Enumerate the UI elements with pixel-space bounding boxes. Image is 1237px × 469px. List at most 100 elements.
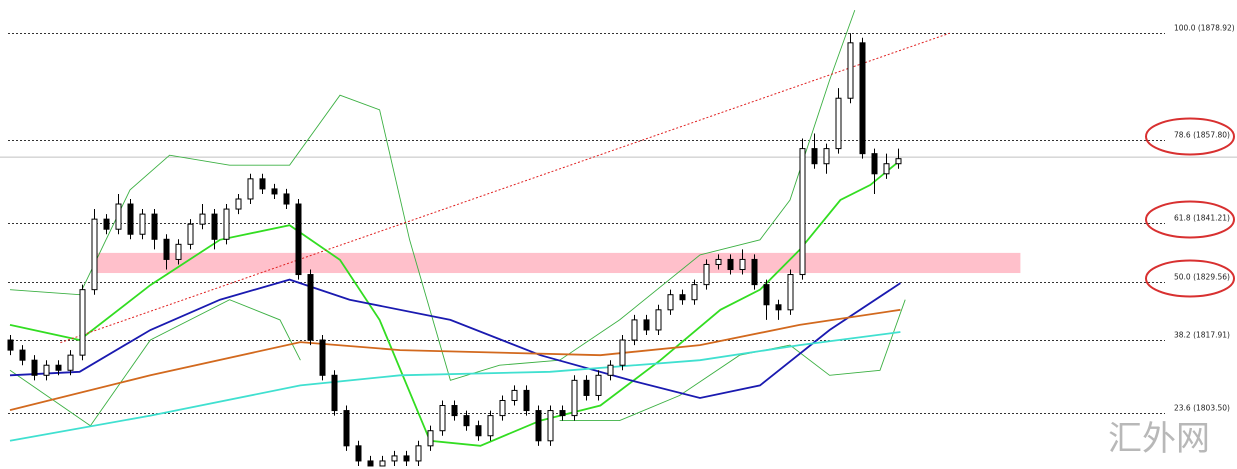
- candle-body: [31, 359, 38, 376]
- candle-body: [703, 263, 710, 286]
- bollinger-band: [9, 9, 856, 381]
- candle-body: [823, 148, 830, 165]
- candle-body: [295, 203, 302, 276]
- candle-body: [691, 284, 698, 301]
- candle-body: [775, 304, 782, 311]
- candle-body: [559, 410, 566, 417]
- fib-level-label: 78.6 (1857.80): [1174, 131, 1230, 140]
- highlight-circle: [1145, 259, 1235, 298]
- candle-body: [367, 460, 374, 467]
- candle-body: [331, 374, 338, 412]
- moving-average: [9, 278, 901, 399]
- candle-body: [67, 354, 74, 371]
- candle-body: [175, 243, 182, 260]
- candle-body: [523, 389, 530, 412]
- candle-body: [475, 425, 482, 437]
- bollinger-band: [9, 299, 301, 427]
- candle-body: [859, 42, 866, 155]
- candle-body: [499, 399, 506, 417]
- candle-body: [211, 213, 218, 240]
- candle-body: [811, 148, 818, 165]
- candle-body: [283, 193, 290, 205]
- bollinger-band: [559, 299, 906, 422]
- candle-body: [259, 178, 266, 190]
- candle-body: [151, 213, 158, 240]
- candle-body: [163, 238, 170, 260]
- highlight-circle: [1145, 200, 1235, 239]
- fib-level-label: 61.8 (1841.21): [1174, 214, 1230, 223]
- candle-body: [391, 455, 398, 462]
- candle-body: [883, 163, 890, 175]
- candle-body: [403, 455, 410, 462]
- candle-body: [139, 213, 146, 235]
- candle-body: [835, 97, 842, 150]
- candle-body: [607, 364, 614, 376]
- candle-body: [571, 379, 578, 417]
- candle-body: [595, 374, 602, 396]
- candle-body: [547, 410, 554, 442]
- candle-body: [787, 274, 794, 311]
- candle-body: [319, 339, 326, 376]
- candle-body: [511, 389, 518, 401]
- label-layer: 100.0 (1878.92) 78.6 (1857.80) 61.8 (1841.…: [1145, 24, 1235, 413]
- moving-average: [9, 308, 901, 411]
- candle-body: [463, 415, 470, 427]
- candle-body: [871, 153, 878, 175]
- candle-body: [631, 319, 638, 341]
- candle-body: [19, 349, 26, 361]
- candle-body: [895, 158, 902, 165]
- candle-body: [643, 319, 650, 331]
- candle-body: [655, 309, 662, 331]
- candle-body: [439, 405, 446, 432]
- candle-body: [43, 364, 50, 376]
- fib-level-label: 23.6 (1803.50): [1174, 404, 1230, 413]
- candle-body: [415, 445, 422, 462]
- candle-body: [487, 415, 494, 437]
- candle-body: [307, 274, 314, 341]
- candle-body: [355, 445, 362, 462]
- trend-line: [60, 32, 950, 344]
- highlight-circle: [1145, 117, 1235, 156]
- indicator-layer: [9, 9, 950, 447]
- candle-body: [55, 364, 62, 371]
- fib-level-label: 50.0 (1829.56): [1174, 273, 1230, 282]
- candle-body: [271, 188, 278, 195]
- candle-body: [343, 410, 350, 447]
- candle-body: [535, 410, 542, 442]
- candle-body: [199, 213, 206, 225]
- candle-body: [115, 203, 122, 230]
- fib-level-label: 100.0 (1878.92): [1174, 24, 1235, 33]
- moving-average: [9, 331, 901, 442]
- candle-body: [127, 203, 134, 235]
- support-zone: [91, 252, 1021, 274]
- candle-body: [715, 258, 722, 265]
- candle-body: [583, 379, 590, 396]
- candle-body: [91, 218, 98, 291]
- candle-body: [667, 294, 674, 311]
- candle-body: [739, 258, 746, 271]
- candle-body: [619, 339, 626, 366]
- moving-average: [9, 159, 901, 447]
- candle-body: [727, 258, 734, 271]
- candle-body: [799, 148, 806, 276]
- candle-body: [235, 198, 242, 210]
- candle-body: [247, 178, 254, 200]
- candle-layer: [7, 33, 902, 467]
- candle-body: [679, 294, 686, 301]
- candle-body: [7, 339, 14, 351]
- candle-body: [427, 430, 434, 447]
- candle-body: [763, 284, 770, 306]
- candle-body: [223, 208, 230, 240]
- candle-body: [79, 289, 86, 356]
- watermark: 汇外网: [1108, 419, 1210, 459]
- candle-body: [187, 223, 194, 245]
- candle-body: [451, 405, 458, 417]
- candle-body: [103, 218, 110, 230]
- fib-level-label: 38.2 (1817.91): [1174, 331, 1230, 340]
- candle-body: [751, 258, 758, 286]
- candle-body: [379, 460, 386, 467]
- candle-body: [847, 42, 854, 99]
- background-layer: [0, 33, 1237, 414]
